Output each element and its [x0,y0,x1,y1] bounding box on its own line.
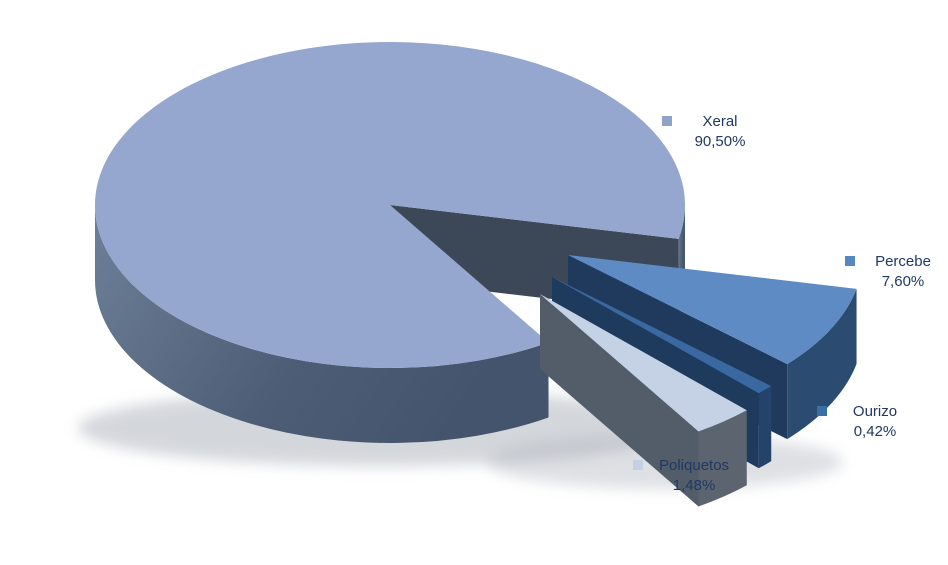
pie-slice-xeral[interactable] [94,42,685,443]
slice-percent: 0,42% [853,423,897,440]
slice-top-face [568,255,857,365]
slice-name: Xeral [702,113,738,130]
slice-percent: 90,50% [694,133,746,150]
slice-rim-face [698,410,747,507]
data-label-xeral[interactable]: Xeral 90,50% [662,112,752,152]
data-label-percebe[interactable]: Percebe 7,60% [845,252,935,292]
legend-swatch-icon [662,116,672,126]
slice-rim-face [95,205,549,443]
slice-side-face [540,294,699,507]
data-label-poliquetos[interactable]: Poliquetos 1,48% [633,456,729,496]
slice-rim-face [758,386,772,469]
slice-top-face [540,294,747,432]
legend-swatch-icon [845,256,855,266]
legend-swatch-icon [633,460,643,470]
slice-rim-face [787,288,857,440]
slice-percent: 7,60% [881,273,925,290]
slice-name: Percebe [875,253,931,270]
legend-swatch-icon [817,406,827,416]
slice-name: Poliquetos [659,457,730,474]
slice-top-face [552,277,772,394]
data-label-ourizo[interactable]: Ourizo 0,42% [817,402,907,442]
slice-name: Ourizo [852,403,898,420]
slice-top-face [94,42,685,369]
slice-percent: 1,48% [672,477,716,494]
pie-slice-poliquetos[interactable] [540,294,747,507]
